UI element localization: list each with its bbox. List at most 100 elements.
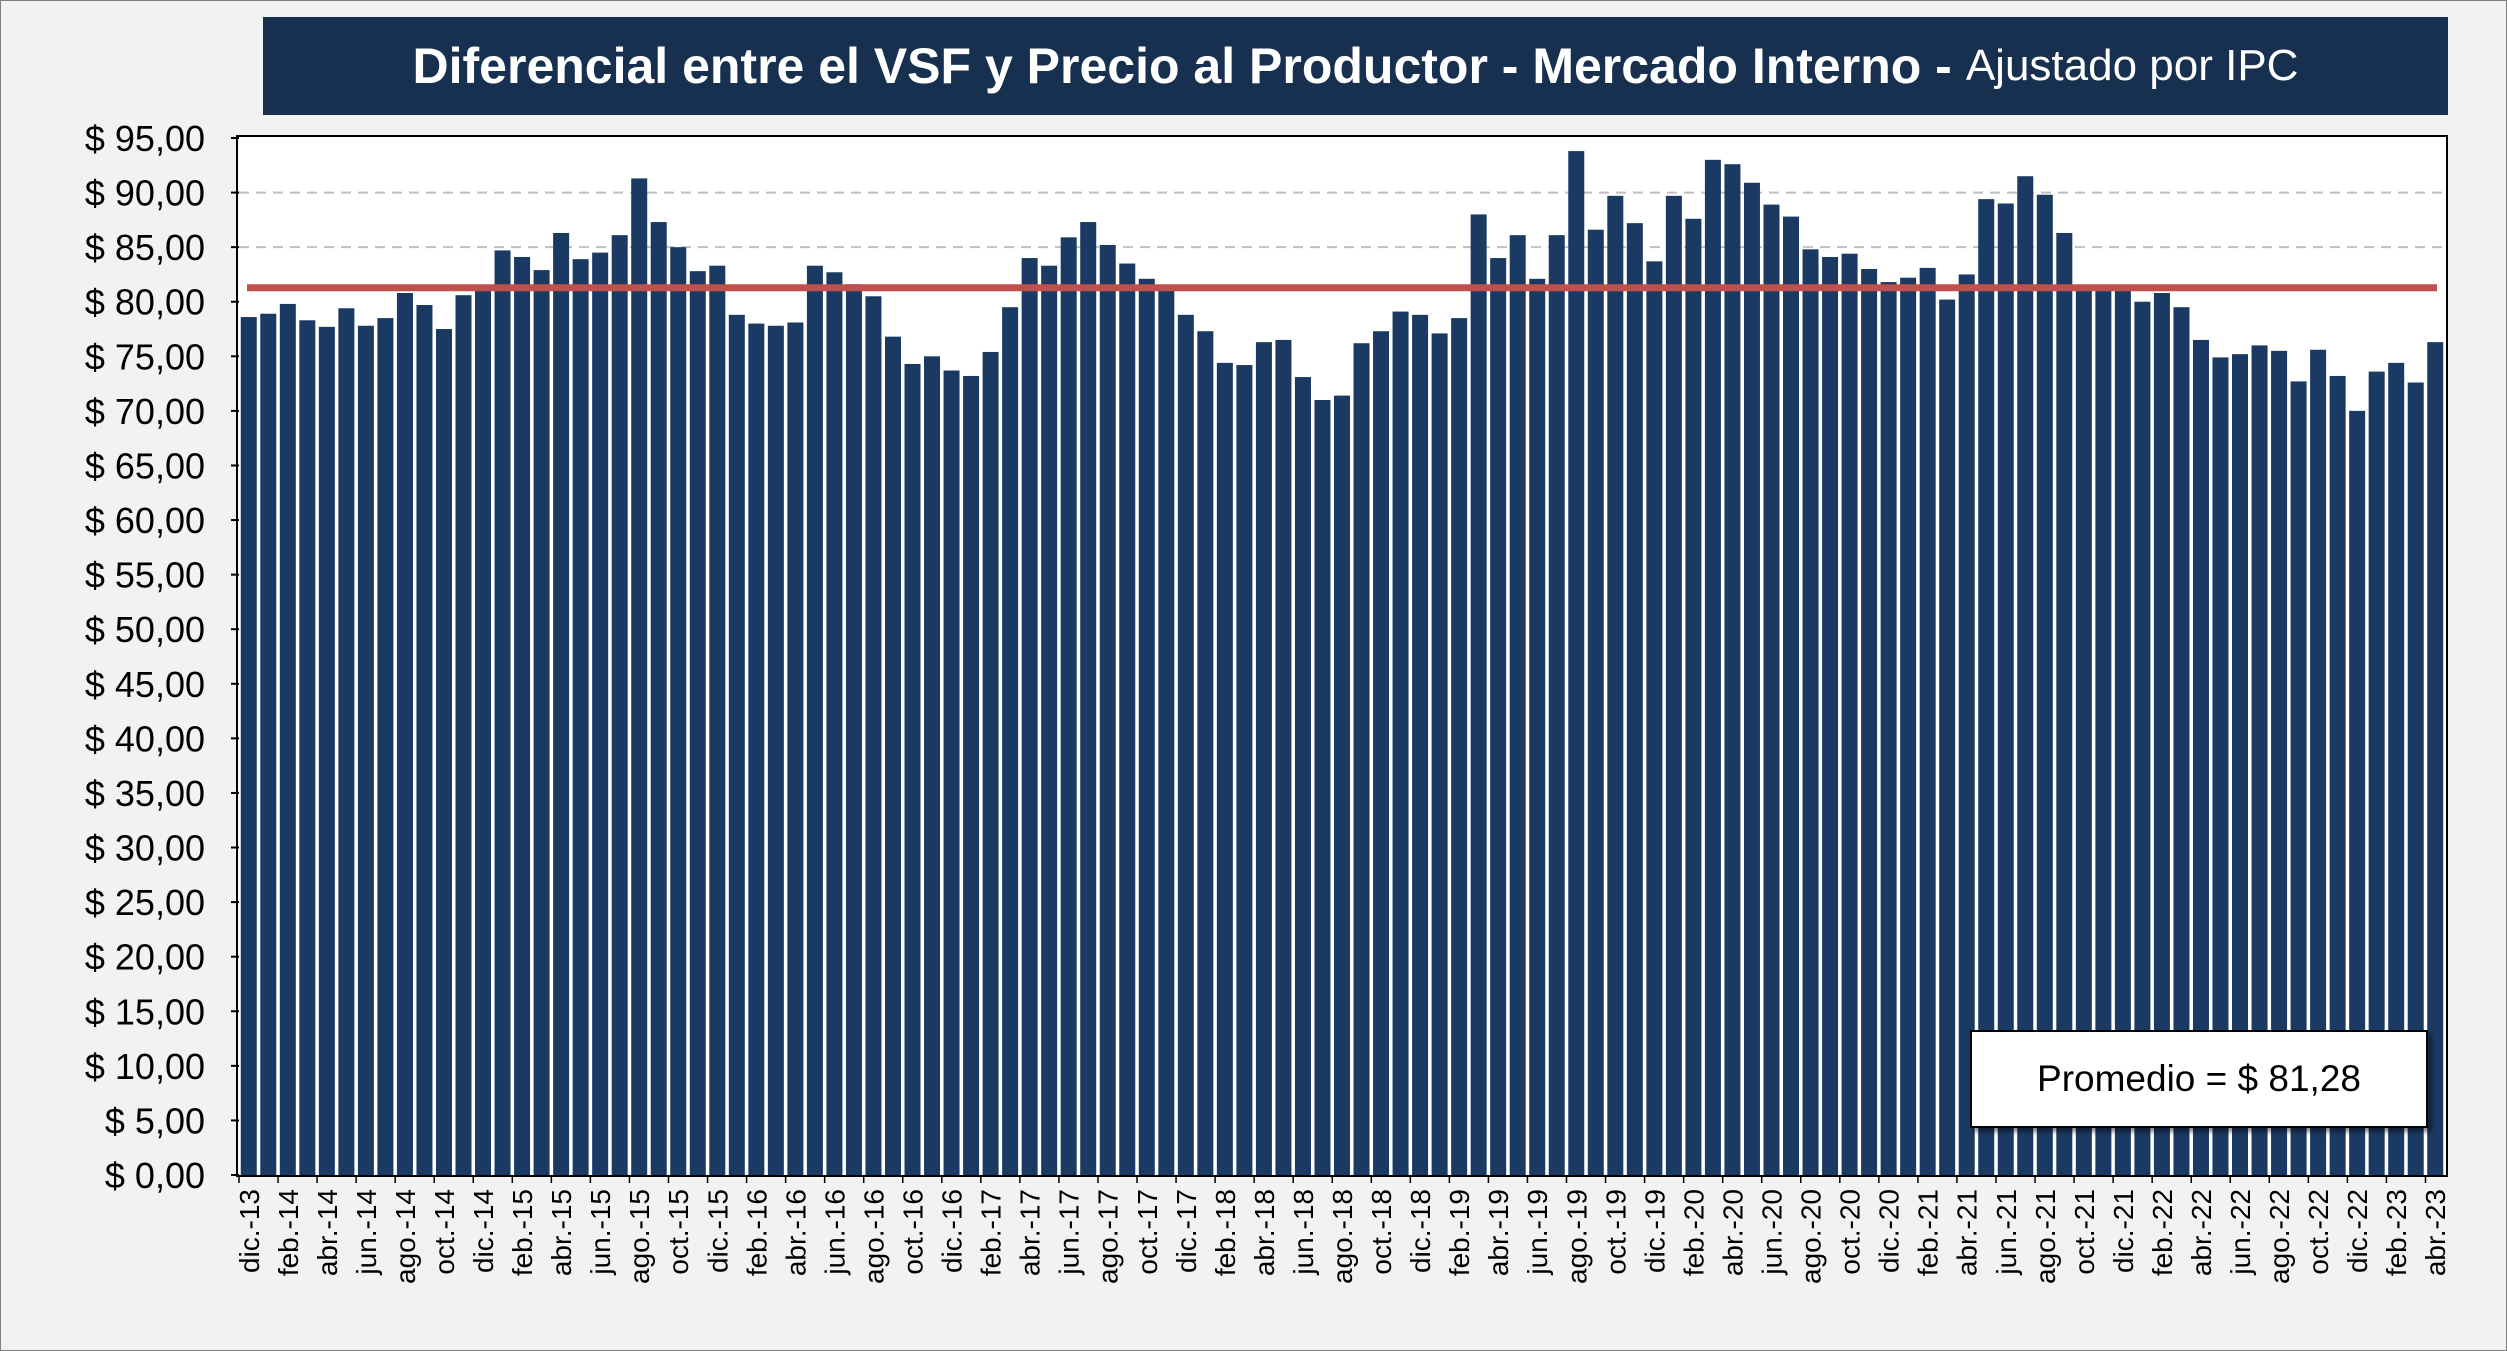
x-tick-label: feb.-17 — [976, 1189, 1007, 1276]
bar — [2388, 362, 2405, 1175]
y-tick-label: $ 85,00 — [85, 227, 205, 268]
y-tick-label: $ 90,00 — [85, 173, 205, 214]
bar — [1743, 182, 1760, 1175]
x-tick-label: ago.-20 — [1796, 1189, 1827, 1284]
bar — [2290, 381, 2307, 1175]
x-tick-label: feb.-14 — [273, 1189, 304, 1276]
bar — [1334, 395, 1351, 1175]
bar — [240, 317, 257, 1175]
bar — [1275, 339, 1292, 1175]
bar — [396, 293, 413, 1175]
bar — [1665, 195, 1682, 1176]
x-tick-label: abr.-17 — [1015, 1189, 1046, 1276]
chart-subtitle: Ajustado por IPC — [1965, 41, 2299, 90]
bar — [2056, 232, 2073, 1176]
bar — [1255, 342, 1272, 1175]
x-tick-label: oct.-16 — [898, 1189, 929, 1275]
bar — [1451, 318, 1468, 1175]
bar — [2427, 342, 2444, 1175]
bar — [943, 370, 960, 1175]
bar — [1997, 203, 2014, 1176]
x-tick-label: abr.-23 — [2420, 1189, 2451, 1276]
x-tick-label: abr.-19 — [1483, 1189, 1514, 1276]
bar — [1041, 265, 1058, 1176]
x-tick-label: abr.-20 — [1717, 1189, 1748, 1276]
y-tick-label: $ 0,00 — [105, 1155, 205, 1196]
bar — [1412, 314, 1429, 1176]
x-tick-label: dic.-17 — [1171, 1189, 1202, 1273]
bar — [689, 271, 706, 1175]
x-tick-label: jun.-19 — [1522, 1189, 1553, 1276]
bar — [1587, 229, 1604, 1175]
bar — [338, 308, 355, 1175]
bar — [260, 313, 277, 1175]
bar — [2017, 176, 2034, 1175]
chart-title-box: Diferencial entre el VSF y Precio al Pro… — [263, 17, 2448, 115]
x-tick-label: jun.-21 — [1991, 1189, 2022, 1276]
x-tick-label: abr.-22 — [2186, 1189, 2217, 1276]
y-tick-label: $ 10,00 — [85, 1046, 205, 1087]
bar — [826, 272, 843, 1175]
bar — [611, 235, 628, 1175]
bar — [2368, 371, 2385, 1176]
bar — [2114, 287, 2131, 1175]
bar — [1021, 258, 1038, 1175]
bar — [1919, 267, 1936, 1175]
bar — [1392, 311, 1409, 1175]
bar — [279, 303, 296, 1175]
bar — [2173, 307, 2190, 1175]
x-tick-label: jun.-14 — [351, 1189, 382, 1276]
x-tick-label: abr.-18 — [1249, 1189, 1280, 1276]
bar — [1431, 333, 1448, 1175]
x-tick-label: dic.-18 — [1405, 1189, 1436, 1273]
bar — [1158, 290, 1175, 1175]
x-tick-label: dic.-16 — [937, 1189, 968, 1273]
bar — [2349, 410, 2366, 1175]
y-tick-label: $ 25,00 — [85, 882, 205, 923]
bar — [1939, 299, 1956, 1175]
x-tick-label: dic.-20 — [1874, 1189, 1905, 1273]
x-tick-label: jun.-17 — [1054, 1189, 1085, 1276]
bar — [572, 259, 589, 1175]
bar — [2036, 194, 2053, 1175]
bar — [2153, 293, 2170, 1175]
bar — [2329, 375, 2346, 1176]
bar — [1607, 195, 1624, 1176]
x-tick-label: feb.-20 — [1678, 1189, 1709, 1276]
bar — [299, 320, 316, 1175]
y-tick-label: $ 95,00 — [85, 118, 205, 159]
x-tick-label: abr.-21 — [1952, 1189, 1983, 1276]
bar-series — [240, 151, 2444, 1176]
x-tick-label: feb.-18 — [1210, 1189, 1241, 1276]
x-tick-label: oct.-22 — [2303, 1189, 2334, 1275]
bar — [1568, 151, 1585, 1176]
bar — [553, 232, 570, 1176]
bar — [806, 265, 823, 1176]
x-tick-label: jun.-22 — [2225, 1189, 2256, 1276]
bar — [1373, 331, 1390, 1176]
bar — [865, 296, 882, 1175]
bar — [1861, 268, 1878, 1175]
y-tick-label: $ 80,00 — [85, 282, 205, 323]
bar — [2407, 382, 2424, 1175]
x-tick-label: feb.-23 — [2381, 1189, 2412, 1276]
average-label-box: Promedio = $ 81,28 — [1970, 1030, 2428, 1128]
bar — [1685, 218, 1702, 1175]
bar — [845, 284, 862, 1175]
x-tick-label: jun.-15 — [585, 1189, 616, 1276]
y-tick-label: $ 45,00 — [85, 664, 205, 705]
chart-title: Diferencial entre el VSF y Precio al Pro… — [412, 38, 1952, 94]
bar — [1138, 278, 1155, 1175]
bar — [1958, 274, 1975, 1175]
x-tick-label: jun.-20 — [1757, 1189, 1788, 1276]
y-tick-label: $ 60,00 — [85, 500, 205, 541]
x-tick-label: feb.-16 — [741, 1189, 772, 1276]
y-tick-label: $ 35,00 — [85, 773, 205, 814]
x-tick-label: ago.-15 — [624, 1189, 655, 1284]
bar — [709, 265, 726, 1176]
bar — [1763, 204, 1780, 1176]
x-tick-label: abr.-16 — [780, 1189, 811, 1276]
x-tick-label: oct.-17 — [1132, 1189, 1163, 1275]
x-tick-label: feb.-19 — [1444, 1189, 1475, 1276]
bar — [1080, 222, 1097, 1176]
